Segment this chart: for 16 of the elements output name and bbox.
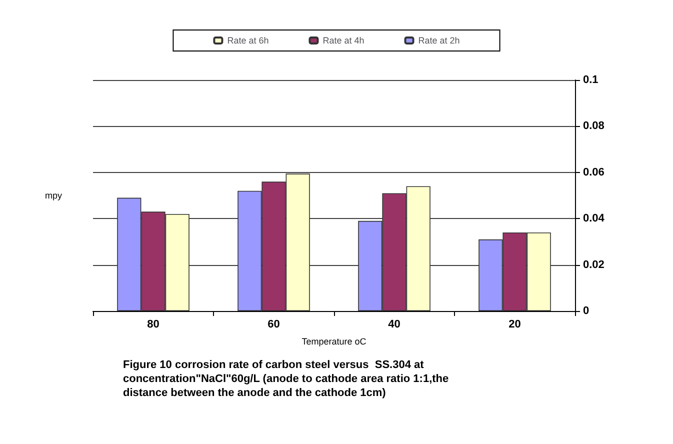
y-axis-title: mpy [45,190,62,200]
legend-label: Rate at 4h [322,36,364,46]
x-tick-label: 40 [388,318,400,330]
x-tick-label: 80 [147,318,160,330]
x-axis-title: Temperature oC [302,336,367,346]
y-tick-label: 0 [583,305,590,317]
y-tick-label: 0.1 [583,74,598,86]
x-tick-label: 20 [508,318,521,330]
y-tick-label: 0.06 [583,166,604,178]
caption: Figure 10 corrosion rate of carbon steel versus SS.304 at concentration"NaCl"60g/L (anode to cathode area ratio 1:1,the distance between the anode and the cathode 1cm) [123,359,449,399]
y-tick-label: 0.02 [583,258,604,271]
y-tick-label: 0.08 [583,120,604,132]
legend-label: Rate at 6h [227,36,269,46]
legend-label: Rate at 2h [418,36,460,46]
y-tick-label: 0.04 [583,212,606,225]
x-tick-label: 60 [268,318,280,330]
